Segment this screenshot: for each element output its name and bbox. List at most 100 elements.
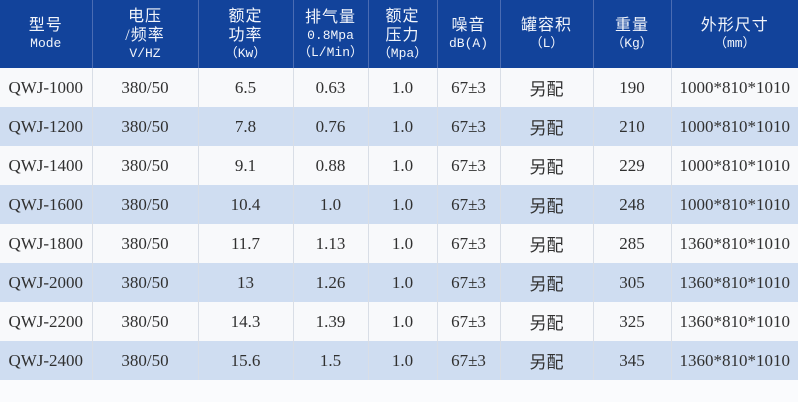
cell-noise: 67±3 <box>437 68 501 107</box>
column-header-tank-volume: 罐容积 （L） <box>500 0 594 68</box>
table-row: QWJ-2000 380/50 13 1.26 1.0 67±3 另配 305 1360*810… <box>0 263 798 302</box>
column-header-line: 噪音 <box>451 17 486 34</box>
cell-rated-power: 6.5 <box>198 68 294 107</box>
cell-weight: 210 <box>593 107 672 146</box>
cell-rated-power: 14.3 <box>198 302 294 341</box>
column-header-line: （Mpa） <box>377 45 428 61</box>
product-spec-table: 型号 Mode 电压/频率 V/HZ 额定 功率 （Kw） 排气量 0.8Mpa （L/Min）额… <box>0 0 798 380</box>
cell-weight: 325 <box>593 302 672 341</box>
column-header-model: 型号 Mode <box>0 0 93 68</box>
cell-tank-volume: 另配 <box>500 146 594 185</box>
column-header-line: 功率 <box>228 26 263 44</box>
column-header-dimensions: 外形尺寸 （mm） <box>671 0 798 68</box>
cell-rated-pressure: 1.0 <box>368 68 438 107</box>
cell-dimensions: 1360*810*1010 <box>679 311 791 331</box>
cell-rated-power: 15.6 <box>198 341 294 380</box>
table-row: QWJ-2400 380/50 15.6 1.5 1.0 67±3 另配 345 1360*81… <box>0 341 798 380</box>
column-header-line: 外形尺寸 <box>700 17 769 34</box>
cell-rated-power: 9.1 <box>198 146 294 185</box>
cell-dimensions: 1360*810*1010 <box>679 350 791 370</box>
cell-voltage: 380/50 <box>92 107 199 146</box>
cell-tank-volume: 另配 <box>500 302 594 341</box>
cell-tank-volume: 另配 <box>500 224 594 263</box>
cell-displacement: 0.76 <box>293 107 369 146</box>
cell-displacement: 0.88 <box>293 146 369 185</box>
table-row: QWJ-2200 380/50 14.3 1.39 1.0 67±3 另配 325 1360*8… <box>0 302 798 341</box>
cell-weight: 285 <box>593 224 672 263</box>
table-row: QWJ-1000 380/50 6.5 0.63 1.0 67±3 另配 190 1000*81… <box>0 68 798 107</box>
cell-model: QWJ-1600 <box>0 185 93 224</box>
column-header-line: 电压 <box>127 7 162 25</box>
column-header-line: （mm） <box>713 36 756 51</box>
column-header-rated-power: 额定 功率 （Kw） <box>198 0 294 68</box>
cell-noise: 67±3 <box>437 224 501 263</box>
cell-tank-volume: 另配 <box>500 68 594 107</box>
table-header: 型号 Mode 电压/频率 V/HZ 额定 功率 （Kw） 排气量 0.8Mpa （L/Min）额… <box>0 0 798 68</box>
cell-weight: 305 <box>593 263 672 302</box>
column-header-line: Mode <box>30 36 62 51</box>
cell-voltage: 380/50 <box>92 185 199 224</box>
cell-noise: 67±3 <box>437 263 501 302</box>
cell-rated-power: 13 <box>198 263 294 302</box>
cell-dimensions: 1000*810*1010 <box>679 194 791 214</box>
column-header-line: /频率 <box>125 26 165 44</box>
column-header-line: （Kg） <box>611 36 653 51</box>
partial-next-row-strip <box>0 380 798 402</box>
column-header-line: 罐容积 <box>520 17 572 34</box>
table-body: QWJ-1000 380/50 6.5 0.63 1.0 67±3 另配 190 1000*81… <box>0 68 798 380</box>
cell-displacement: 1.5 <box>293 341 369 380</box>
column-header-line: 额定 <box>385 7 420 25</box>
cell-rated-pressure: 1.0 <box>368 224 438 263</box>
cell-voltage: 380/50 <box>92 302 199 341</box>
column-header-line: 压力 <box>385 26 420 44</box>
cell-displacement: 0.63 <box>293 68 369 107</box>
table-header-row: 型号 Mode 电压/频率 V/HZ 额定 功率 （Kw） 排气量 0.8Mpa （L/Min）额… <box>0 0 798 68</box>
table-row: QWJ-1600 380/50 10.4 1.0 1.0 67±3 另配 248 1000*81… <box>0 185 798 224</box>
cell-rated-pressure: 1.0 <box>368 341 438 380</box>
cell-rated-pressure: 1.0 <box>368 263 438 302</box>
cell-dimensions: 1360*810*1010 <box>679 233 791 253</box>
cell-weight: 248 <box>593 185 672 224</box>
column-header-line: （L） <box>529 36 564 51</box>
cell-model: QWJ-1400 <box>0 146 93 185</box>
cell-rated-power: 10.4 <box>198 185 294 224</box>
column-header-line: 0.8Mpa <box>307 27 354 43</box>
table-row: QWJ-1400 380/50 9.1 0.88 1.0 67±3 另配 229 1000*81… <box>0 146 798 185</box>
column-header-line: 重量 <box>614 17 649 34</box>
column-header-weight: 重量 （Kg） <box>593 0 672 68</box>
column-header-line: V/HZ <box>129 45 161 61</box>
cell-dimensions: 1000*810*1010 <box>679 116 791 136</box>
cell-noise: 67±3 <box>437 146 501 185</box>
cell-dimensions: 1000*810*1010 <box>679 77 791 97</box>
cell-rated-pressure: 1.0 <box>368 185 438 224</box>
cell-displacement: 1.13 <box>293 224 369 263</box>
cell-voltage: 380/50 <box>92 146 199 185</box>
cell-weight: 345 <box>593 341 672 380</box>
cell-rated-pressure: 1.0 <box>368 107 438 146</box>
column-header-line: （Kw） <box>224 45 267 61</box>
column-header-line: （L/Min） <box>297 44 363 60</box>
column-header-line: 排气量 <box>304 8 356 26</box>
cell-model: QWJ-1800 <box>0 224 93 263</box>
cell-tank-volume: 另配 <box>500 185 594 224</box>
column-header-line: 型号 <box>28 17 63 34</box>
cell-voltage: 380/50 <box>92 341 199 380</box>
cell-tank-volume: 另配 <box>500 107 594 146</box>
cell-tank-volume: 另配 <box>500 263 594 302</box>
cell-dimensions: 1360*810*1010 <box>679 272 791 292</box>
cell-weight: 229 <box>593 146 672 185</box>
column-header-voltage: 电压/频率 V/HZ <box>92 0 199 68</box>
column-header-rated-pressure: 额定 压力 （Mpa） <box>368 0 438 68</box>
column-header-line: 额定 <box>228 7 263 25</box>
cell-weight: 190 <box>593 68 672 107</box>
cell-displacement: 1.0 <box>293 185 369 224</box>
cell-displacement: 1.39 <box>293 302 369 341</box>
column-header-line: dB(A) <box>448 36 488 51</box>
cell-noise: 67±3 <box>437 107 501 146</box>
cell-tank-volume: 另配 <box>500 341 594 380</box>
cell-rated-pressure: 1.0 <box>368 302 438 341</box>
cell-dimensions: 1000*810*1010 <box>679 155 791 175</box>
column-header-noise: 噪音 dB(A) <box>437 0 501 68</box>
cell-noise: 67±3 <box>437 341 501 380</box>
